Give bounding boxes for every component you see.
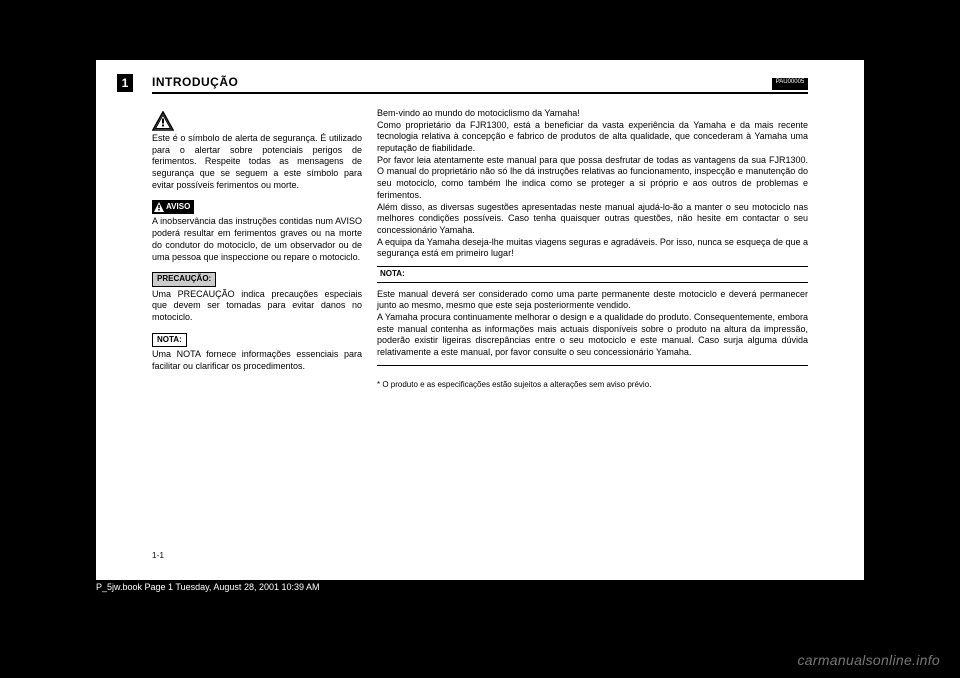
intro-paragraph: Bem-vindo ao mundo do motociclismo da Ya… bbox=[377, 108, 808, 260]
aviso-label: AVISO bbox=[152, 200, 194, 214]
nota-label-left: NOTA: bbox=[152, 333, 187, 347]
page-code: PAU00005 bbox=[772, 79, 808, 85]
watermark: carmanualsonline.info bbox=[798, 652, 941, 668]
page-code-badge: PAU00005 bbox=[772, 78, 808, 90]
page: 1 INTRODUÇÃO PAU00005 Este é o símbolo d… bbox=[96, 60, 864, 580]
aviso-text: A inobservância das instruções contidas … bbox=[152, 216, 362, 263]
aviso-label-text: AVISO bbox=[166, 202, 190, 212]
page-inner: 1 INTRODUÇÃO PAU00005 Este é o símbolo d… bbox=[152, 72, 808, 568]
nota-rule-open: NOTA: bbox=[377, 266, 808, 283]
warning-triangle-icon bbox=[152, 111, 174, 131]
file-code-footer: P_5jw.book Page 1 Tuesday, August 28, 20… bbox=[96, 582, 320, 592]
right-column: Bem-vindo ao mundo do motociclismo da Ya… bbox=[377, 108, 808, 390]
nota-rule-close bbox=[377, 365, 808, 366]
left-column: Este é o símbolo de alerta de segurança.… bbox=[152, 108, 362, 378]
precaucao-text: Uma PRECAUÇÃO indica precauções especiai… bbox=[152, 289, 362, 324]
page-number: 1-1 bbox=[152, 551, 164, 560]
page-title: INTRODUÇÃO bbox=[152, 75, 238, 89]
warning-triangle-text: Este é o símbolo de alerta de segurança.… bbox=[152, 133, 362, 191]
nota-label-main: NOTA: bbox=[377, 269, 408, 279]
precaucao-label: PRECAUÇÃO: bbox=[152, 272, 216, 286]
nota-text-left: Uma NOTA fornece informações essenciais … bbox=[152, 349, 362, 372]
section-number-badge: 1 bbox=[117, 74, 133, 92]
section-number: 1 bbox=[117, 76, 133, 90]
body-area: Este é o símbolo de alerta de segurança.… bbox=[152, 108, 808, 538]
header-rule bbox=[152, 92, 808, 94]
asterisk-note: * O produto e as especificações estão su… bbox=[377, 380, 808, 390]
nota-body-main: Este manual deverá ser considerado como … bbox=[377, 289, 808, 359]
